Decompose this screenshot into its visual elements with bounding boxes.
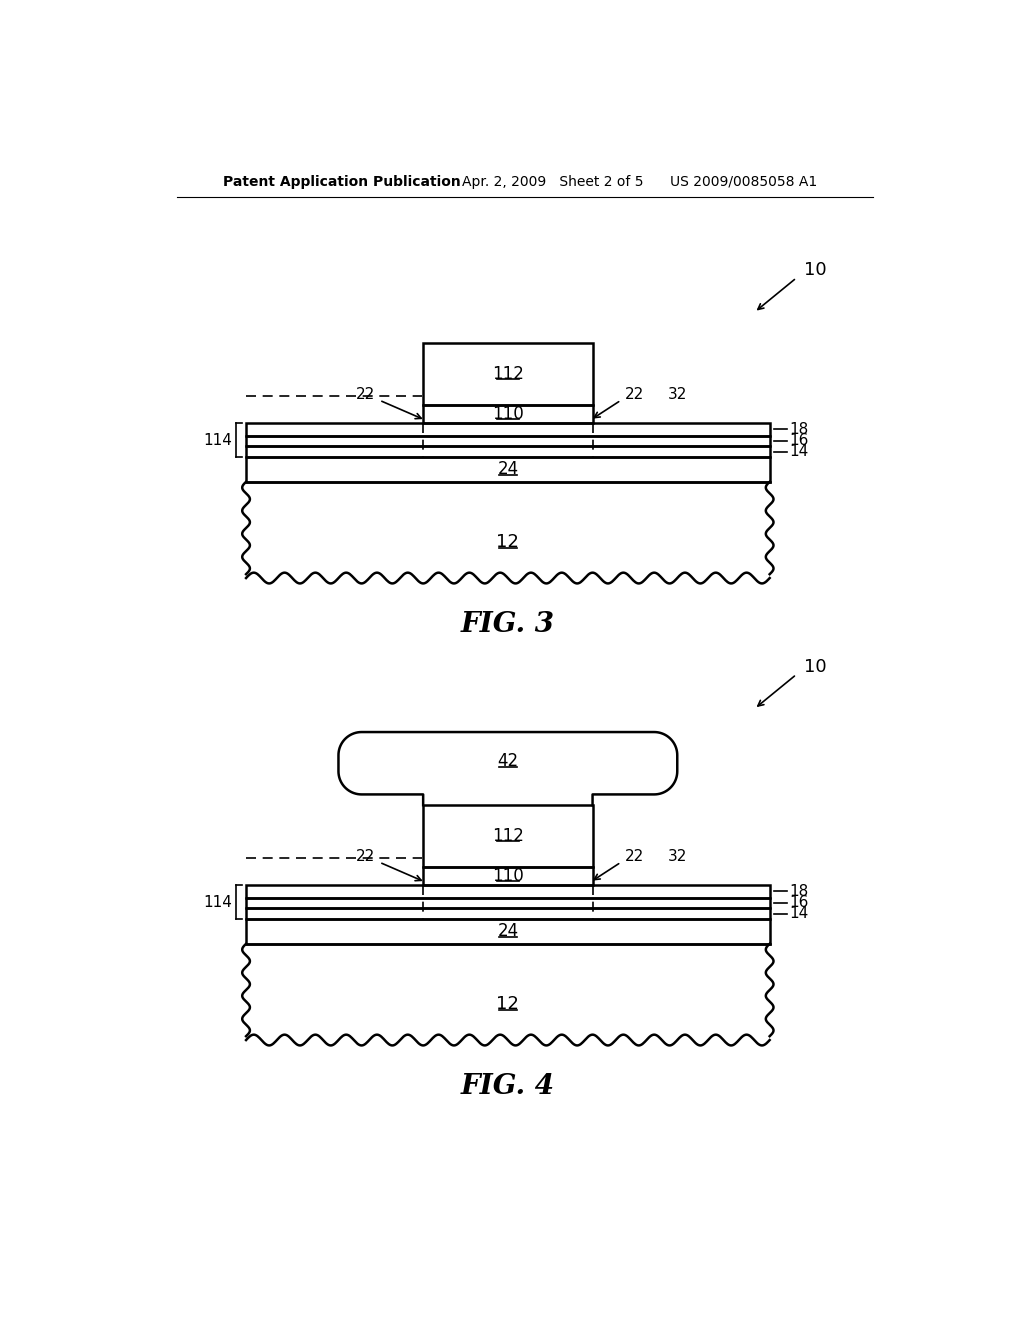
Text: 18: 18 [790, 884, 809, 899]
Text: 24: 24 [498, 461, 518, 478]
Text: 10: 10 [804, 657, 827, 676]
Text: 42: 42 [498, 752, 518, 771]
Text: 14: 14 [790, 907, 809, 921]
Text: 112: 112 [492, 366, 524, 383]
Bar [246, 886, 770, 898]
Text: 12: 12 [497, 995, 519, 1012]
Text: 16: 16 [790, 895, 809, 911]
Bar [246, 898, 770, 908]
Text: 110: 110 [492, 405, 523, 422]
Text: 112: 112 [492, 828, 524, 845]
Bar [423, 405, 593, 424]
Text: 114: 114 [204, 895, 232, 909]
Text: 22: 22 [355, 849, 375, 863]
Bar [246, 424, 770, 436]
Text: 114: 114 [204, 433, 232, 447]
Bar [423, 805, 593, 867]
Bar [246, 457, 770, 482]
Text: 12: 12 [497, 533, 519, 550]
Text: 18: 18 [790, 422, 809, 437]
Text: 22: 22 [626, 387, 644, 401]
Text: FIG. 4: FIG. 4 [461, 1073, 555, 1100]
Bar [246, 436, 770, 446]
Text: 10: 10 [804, 261, 827, 279]
Text: Patent Application Publication: Patent Application Publication [223, 174, 461, 189]
Bar [246, 908, 770, 919]
Bar [246, 919, 770, 944]
Text: 110: 110 [492, 867, 523, 884]
Text: 32: 32 [668, 387, 687, 401]
Text: 24: 24 [498, 923, 518, 940]
Bar [423, 343, 593, 405]
Text: US 2009/0085058 A1: US 2009/0085058 A1 [670, 174, 817, 189]
Text: 14: 14 [790, 445, 809, 459]
Text: 22: 22 [626, 849, 644, 863]
Text: FIG. 3: FIG. 3 [461, 611, 555, 638]
Text: 32: 32 [668, 849, 687, 863]
Text: 16: 16 [790, 433, 809, 449]
Text: 22: 22 [355, 387, 375, 401]
Text: Apr. 2, 2009   Sheet 2 of 5: Apr. 2, 2009 Sheet 2 of 5 [462, 174, 643, 189]
Bar [423, 867, 593, 886]
Bar [246, 446, 770, 457]
